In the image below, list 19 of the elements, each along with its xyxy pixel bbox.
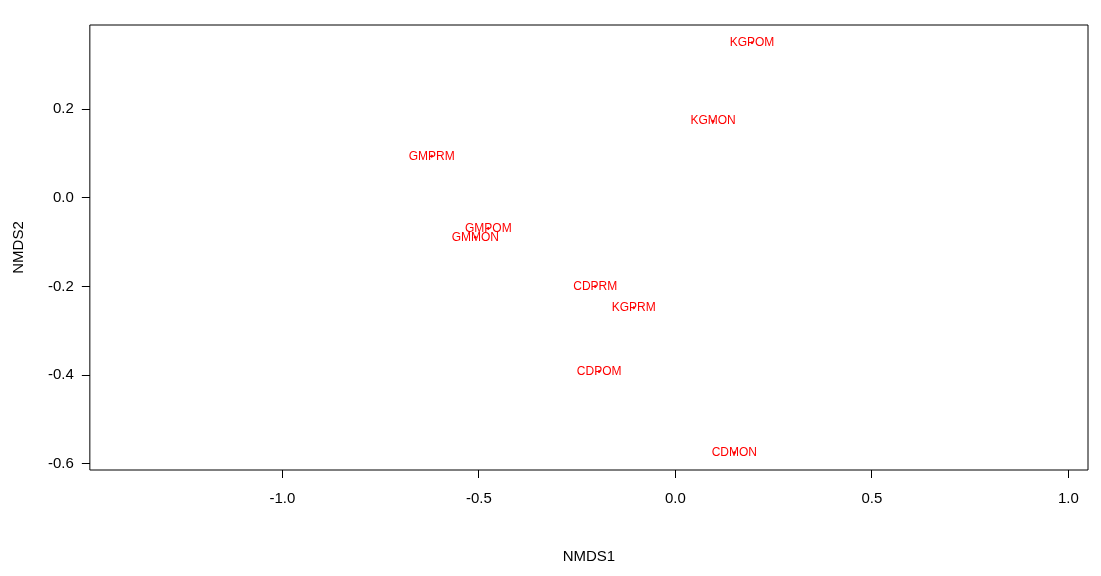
y-tick-label: 0.0	[52, 188, 74, 205]
data-label: CDPOM	[576, 363, 622, 378]
x-tick-label: -1.0	[269, 489, 296, 507]
x-tick-label: -0.5	[465, 489, 492, 507]
data-label: KGMON	[690, 113, 736, 128]
x-axis-title: NMDS1	[562, 547, 616, 565]
data-label: KGPOM	[729, 35, 775, 50]
y-tick-label: -0.6	[47, 453, 74, 471]
y-tick-label: 0.2	[52, 99, 74, 117]
y-tick-label: -0.2	[47, 276, 74, 294]
data-label: KGPRM	[611, 300, 656, 315]
data-label: GMPRM	[408, 148, 455, 163]
y-axis-title: NMDS2	[9, 221, 27, 274]
data-label: CDPRM	[573, 278, 618, 293]
x-tick-label: 0.5	[861, 489, 883, 507]
x-tick-label: 1.0	[1057, 489, 1079, 507]
x-tick-label: 0.0	[664, 489, 686, 507]
y-tick-label: -0.4	[47, 365, 74, 383]
data-label: CDMON	[711, 445, 757, 460]
